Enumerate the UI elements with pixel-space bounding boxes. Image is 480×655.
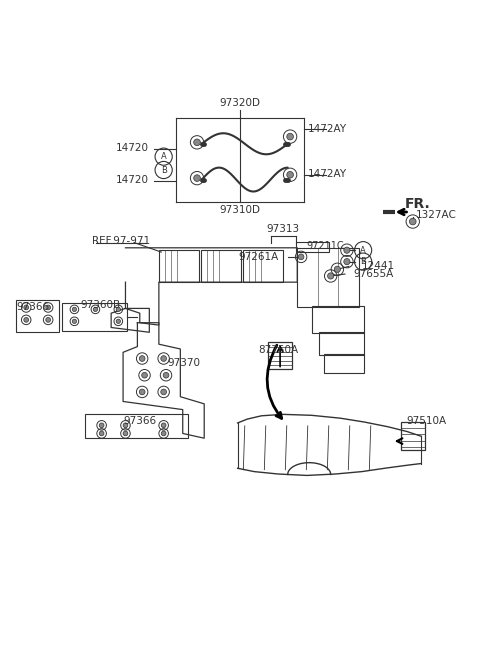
Bar — [268, 342, 292, 369]
Circle shape — [194, 175, 200, 181]
Circle shape — [46, 318, 50, 322]
Text: 1327AC: 1327AC — [416, 210, 456, 220]
Bar — [85, 415, 188, 438]
Text: REF.97-971: REF.97-971 — [92, 236, 150, 246]
Text: A: A — [360, 246, 366, 255]
Circle shape — [344, 247, 350, 253]
Text: A: A — [161, 152, 167, 161]
Circle shape — [161, 431, 166, 436]
Circle shape — [99, 431, 104, 436]
Bar — [319, 332, 364, 355]
Text: 97370: 97370 — [168, 358, 201, 368]
Text: B: B — [360, 257, 366, 266]
Text: 97366: 97366 — [17, 303, 50, 312]
Bar — [312, 306, 364, 333]
Circle shape — [139, 389, 145, 395]
Circle shape — [116, 307, 120, 312]
Bar — [62, 303, 127, 331]
Bar — [401, 422, 425, 450]
Circle shape — [161, 389, 167, 395]
Text: 14720: 14720 — [115, 175, 148, 185]
Bar — [296, 242, 329, 252]
Circle shape — [287, 133, 293, 140]
Text: 12441: 12441 — [362, 261, 395, 271]
Circle shape — [46, 305, 50, 310]
Text: 97510A: 97510A — [406, 415, 446, 426]
Bar — [16, 300, 59, 332]
Text: 1472AY: 1472AY — [308, 169, 347, 179]
Text: 97313: 97313 — [266, 225, 300, 234]
Bar — [243, 250, 283, 282]
Text: 14720: 14720 — [115, 143, 148, 153]
Text: 97655A: 97655A — [354, 269, 394, 279]
Circle shape — [327, 273, 334, 279]
Text: 97310D: 97310D — [219, 205, 261, 215]
Circle shape — [161, 423, 166, 428]
Text: 1472AY: 1472AY — [308, 124, 347, 134]
Bar — [159, 250, 199, 282]
Circle shape — [99, 423, 104, 428]
Circle shape — [24, 305, 29, 310]
Circle shape — [142, 372, 147, 378]
Text: 87750A: 87750A — [258, 345, 298, 355]
Text: 97261A: 97261A — [238, 252, 278, 262]
Circle shape — [72, 307, 76, 312]
Circle shape — [116, 319, 120, 324]
Text: 97360B: 97360B — [80, 299, 120, 310]
Circle shape — [194, 139, 200, 145]
Text: 97366: 97366 — [123, 416, 156, 426]
Circle shape — [334, 266, 340, 272]
Circle shape — [72, 319, 76, 324]
Bar — [324, 354, 364, 373]
Text: B: B — [161, 166, 167, 174]
Circle shape — [139, 356, 145, 362]
Text: 97211C: 97211C — [307, 242, 345, 252]
Bar — [297, 248, 360, 307]
Circle shape — [163, 372, 169, 378]
Circle shape — [123, 431, 128, 436]
Circle shape — [161, 356, 167, 362]
Circle shape — [287, 172, 293, 178]
Circle shape — [344, 259, 350, 265]
Circle shape — [298, 254, 304, 260]
Circle shape — [93, 307, 97, 312]
Text: 97320D: 97320D — [219, 98, 261, 108]
Bar — [201, 250, 241, 282]
Circle shape — [24, 318, 29, 322]
Text: FR.: FR. — [405, 197, 431, 212]
Circle shape — [123, 423, 128, 428]
Circle shape — [409, 218, 416, 225]
